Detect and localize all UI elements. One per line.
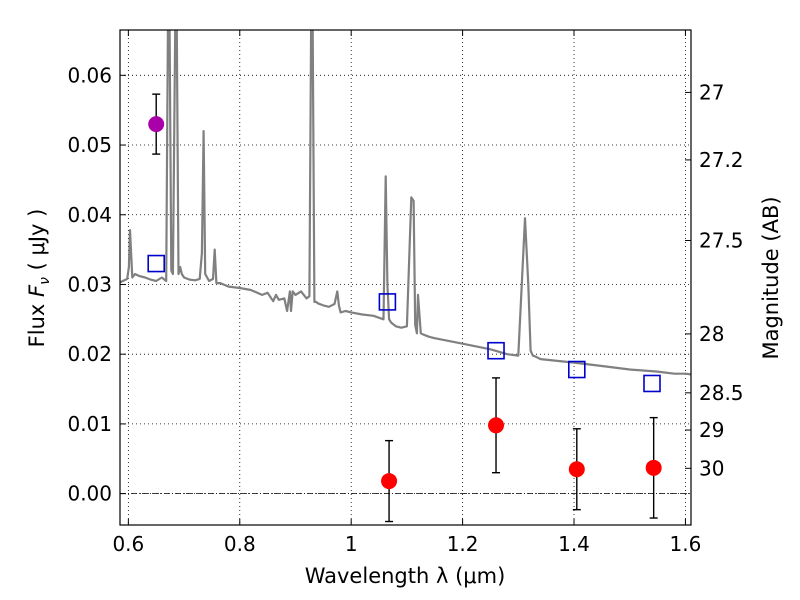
model-square-marker <box>567 360 586 379</box>
plot-frame <box>119 29 692 526</box>
model-square-marker <box>378 293 397 311</box>
observed-circle-marker <box>488 417 505 434</box>
y-tick-label: 0.06 <box>67 63 112 87</box>
y2-tick-label: 28.5 <box>699 381 744 405</box>
model-square-marker <box>643 374 661 393</box>
model-square-marker <box>487 341 505 360</box>
x-axis-title: Wavelength λ (μm) <box>305 564 506 588</box>
grid <box>120 30 691 525</box>
x-tick-label: 0.6 <box>112 532 144 556</box>
series-area <box>120 30 691 376</box>
y-tick-label: 0.02 <box>67 342 112 366</box>
spectrum-line <box>120 30 691 376</box>
y-tick-label: 0.01 <box>67 412 112 436</box>
y2-tick-label: 27 <box>699 80 724 104</box>
y-tick-label: 0.05 <box>67 133 112 157</box>
y2-tick-label: 27.2 <box>699 148 744 172</box>
y2-tick-label: 27.5 <box>699 228 744 252</box>
plot-background <box>120 30 691 525</box>
y-tick-label: 0.03 <box>67 272 112 296</box>
tick-labels: 0.6 0.8 1 1.2 1.4 1.6 0.00 0.01 0.02 0.03 0.04 0.05… <box>67 63 743 556</box>
observed-circle-marker <box>568 461 585 478</box>
x-tick-label: 1.4 <box>558 532 590 556</box>
observed-circle-marker <box>381 473 398 490</box>
y2-tick-label: 29 <box>699 418 724 442</box>
y2-tick-label: 28 <box>699 322 724 346</box>
ticks <box>120 30 691 525</box>
observed-circle-marker <box>148 116 165 133</box>
x-tick-label: 1.2 <box>447 532 479 556</box>
markers <box>147 116 662 490</box>
y2-axis-title: Magnitude (AB) <box>759 196 783 359</box>
x-tick-label: 0.8 <box>224 532 256 556</box>
model-square-marker <box>147 254 166 273</box>
y-tick-label: 0.00 <box>67 482 112 506</box>
y-tick-label: 0.04 <box>67 203 112 227</box>
observed-circle-marker <box>645 459 662 476</box>
x-tick-label: 1.6 <box>670 532 702 556</box>
y-axis-title: Flux Fν ( μJy ) <box>25 209 53 348</box>
x-tick-label: 1 <box>345 532 358 556</box>
y2-tick-label: 30 <box>699 456 724 480</box>
